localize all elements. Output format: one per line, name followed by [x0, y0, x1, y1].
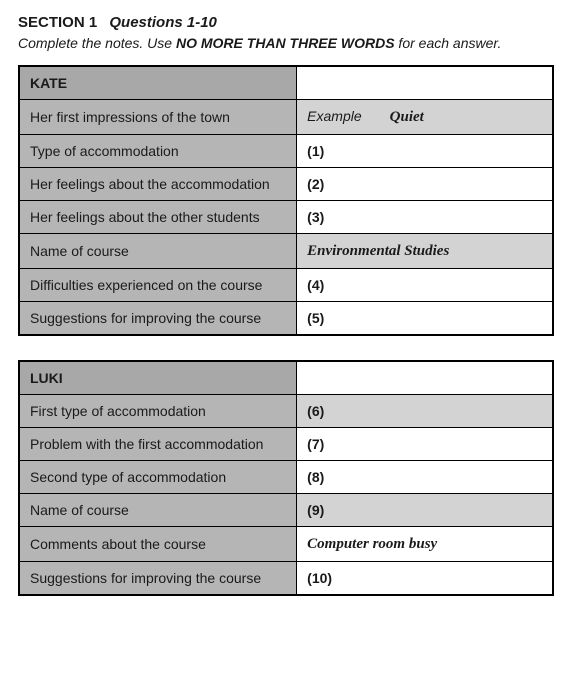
table-header-blank: [297, 66, 553, 100]
given-answer: Environmental Studies: [307, 243, 449, 259]
table-row: Her first impressions of the townExample…: [19, 100, 553, 135]
table-row: Difficulties experienced on the course (4…: [19, 269, 553, 302]
row-label: Comments about the course: [19, 527, 297, 562]
row-label: Difficulties experienced on the course: [19, 269, 297, 302]
table-luki: LUKIFirst type of accommodation (6) Proble…: [18, 360, 554, 596]
instruction-post: for each answer.: [395, 35, 502, 51]
row-answer: Environmental Studies: [297, 234, 553, 269]
table-header: KATE: [19, 66, 297, 100]
example-label: Example: [307, 108, 361, 124]
blank-number: (8): [307, 469, 324, 485]
table-row: Her feelings about the accommodation (2): [19, 168, 553, 201]
table-row: Suggestions for improving the course (10): [19, 562, 553, 596]
row-label: Her first impressions of the town: [19, 100, 297, 135]
table-header-blank: [297, 361, 553, 395]
blank-number: (4): [307, 277, 324, 293]
blank-number: (7): [307, 436, 324, 452]
row-label: Suggestions for improving the course: [19, 562, 297, 596]
row-label: Her feelings about the accommodation: [19, 168, 297, 201]
table-kate: KATEHer first impressions of the townExa…: [18, 65, 554, 336]
table-row: Name of course (9): [19, 494, 553, 527]
row-label: Suggestions for improving the course: [19, 302, 297, 336]
blank-number: (6): [307, 403, 324, 419]
row-answer: (5): [297, 302, 553, 336]
table-row: Type of accommodation (1): [19, 135, 553, 168]
section-heading: SECTION 1 Questions 1-10: [18, 14, 554, 31]
table-row: Problem with the first accommodation (7): [19, 428, 553, 461]
table-row: Second type of accommodation (8): [19, 461, 553, 494]
blank-number: (9): [307, 502, 324, 518]
instruction-text: Complete the notes. Use NO MORE THAN THR…: [18, 35, 554, 51]
row-label: Type of accommodation: [19, 135, 297, 168]
blank-number: (3): [307, 209, 324, 225]
table-header: LUKI: [19, 361, 297, 395]
blank-number: (2): [307, 176, 324, 192]
blank-number: (1): [307, 143, 324, 159]
table-row: First type of accommodation (6): [19, 395, 553, 428]
row-answer: (9): [297, 494, 553, 527]
blank-number: (10): [307, 570, 332, 586]
row-label: Name of course: [19, 494, 297, 527]
instruction-pre: Complete the notes. Use: [18, 35, 176, 51]
row-answer: (1): [297, 135, 553, 168]
row-label: Second type of accommodation: [19, 461, 297, 494]
section-label: SECTION 1: [18, 14, 97, 31]
given-answer: Computer room busy: [307, 536, 437, 552]
row-answer: (2): [297, 168, 553, 201]
table-row: Comments about the course Computer room b…: [19, 527, 553, 562]
row-answer: (6): [297, 395, 553, 428]
example-answer: Quiet: [390, 109, 424, 125]
blank-number: (5): [307, 310, 324, 326]
section-subtitle: Questions 1-10: [109, 14, 217, 31]
table-row: Suggestions for improving the course (5): [19, 302, 553, 336]
row-answer: (4): [297, 269, 553, 302]
row-answer: (8): [297, 461, 553, 494]
instruction-emph: NO MORE THAN THREE WORDS: [176, 35, 395, 51]
row-answer: Example Quiet: [297, 100, 553, 135]
table-row: Name of course Environmental Studies: [19, 234, 553, 269]
row-answer: (3): [297, 201, 553, 234]
table-row: Her feelings about the other students (3): [19, 201, 553, 234]
row-label: Name of course: [19, 234, 297, 269]
row-answer: (7): [297, 428, 553, 461]
row-label: Problem with the first accommodation: [19, 428, 297, 461]
row-answer: (10): [297, 562, 553, 596]
row-label: Her feelings about the other students: [19, 201, 297, 234]
row-label: First type of accommodation: [19, 395, 297, 428]
row-answer: Computer room busy: [297, 527, 553, 562]
